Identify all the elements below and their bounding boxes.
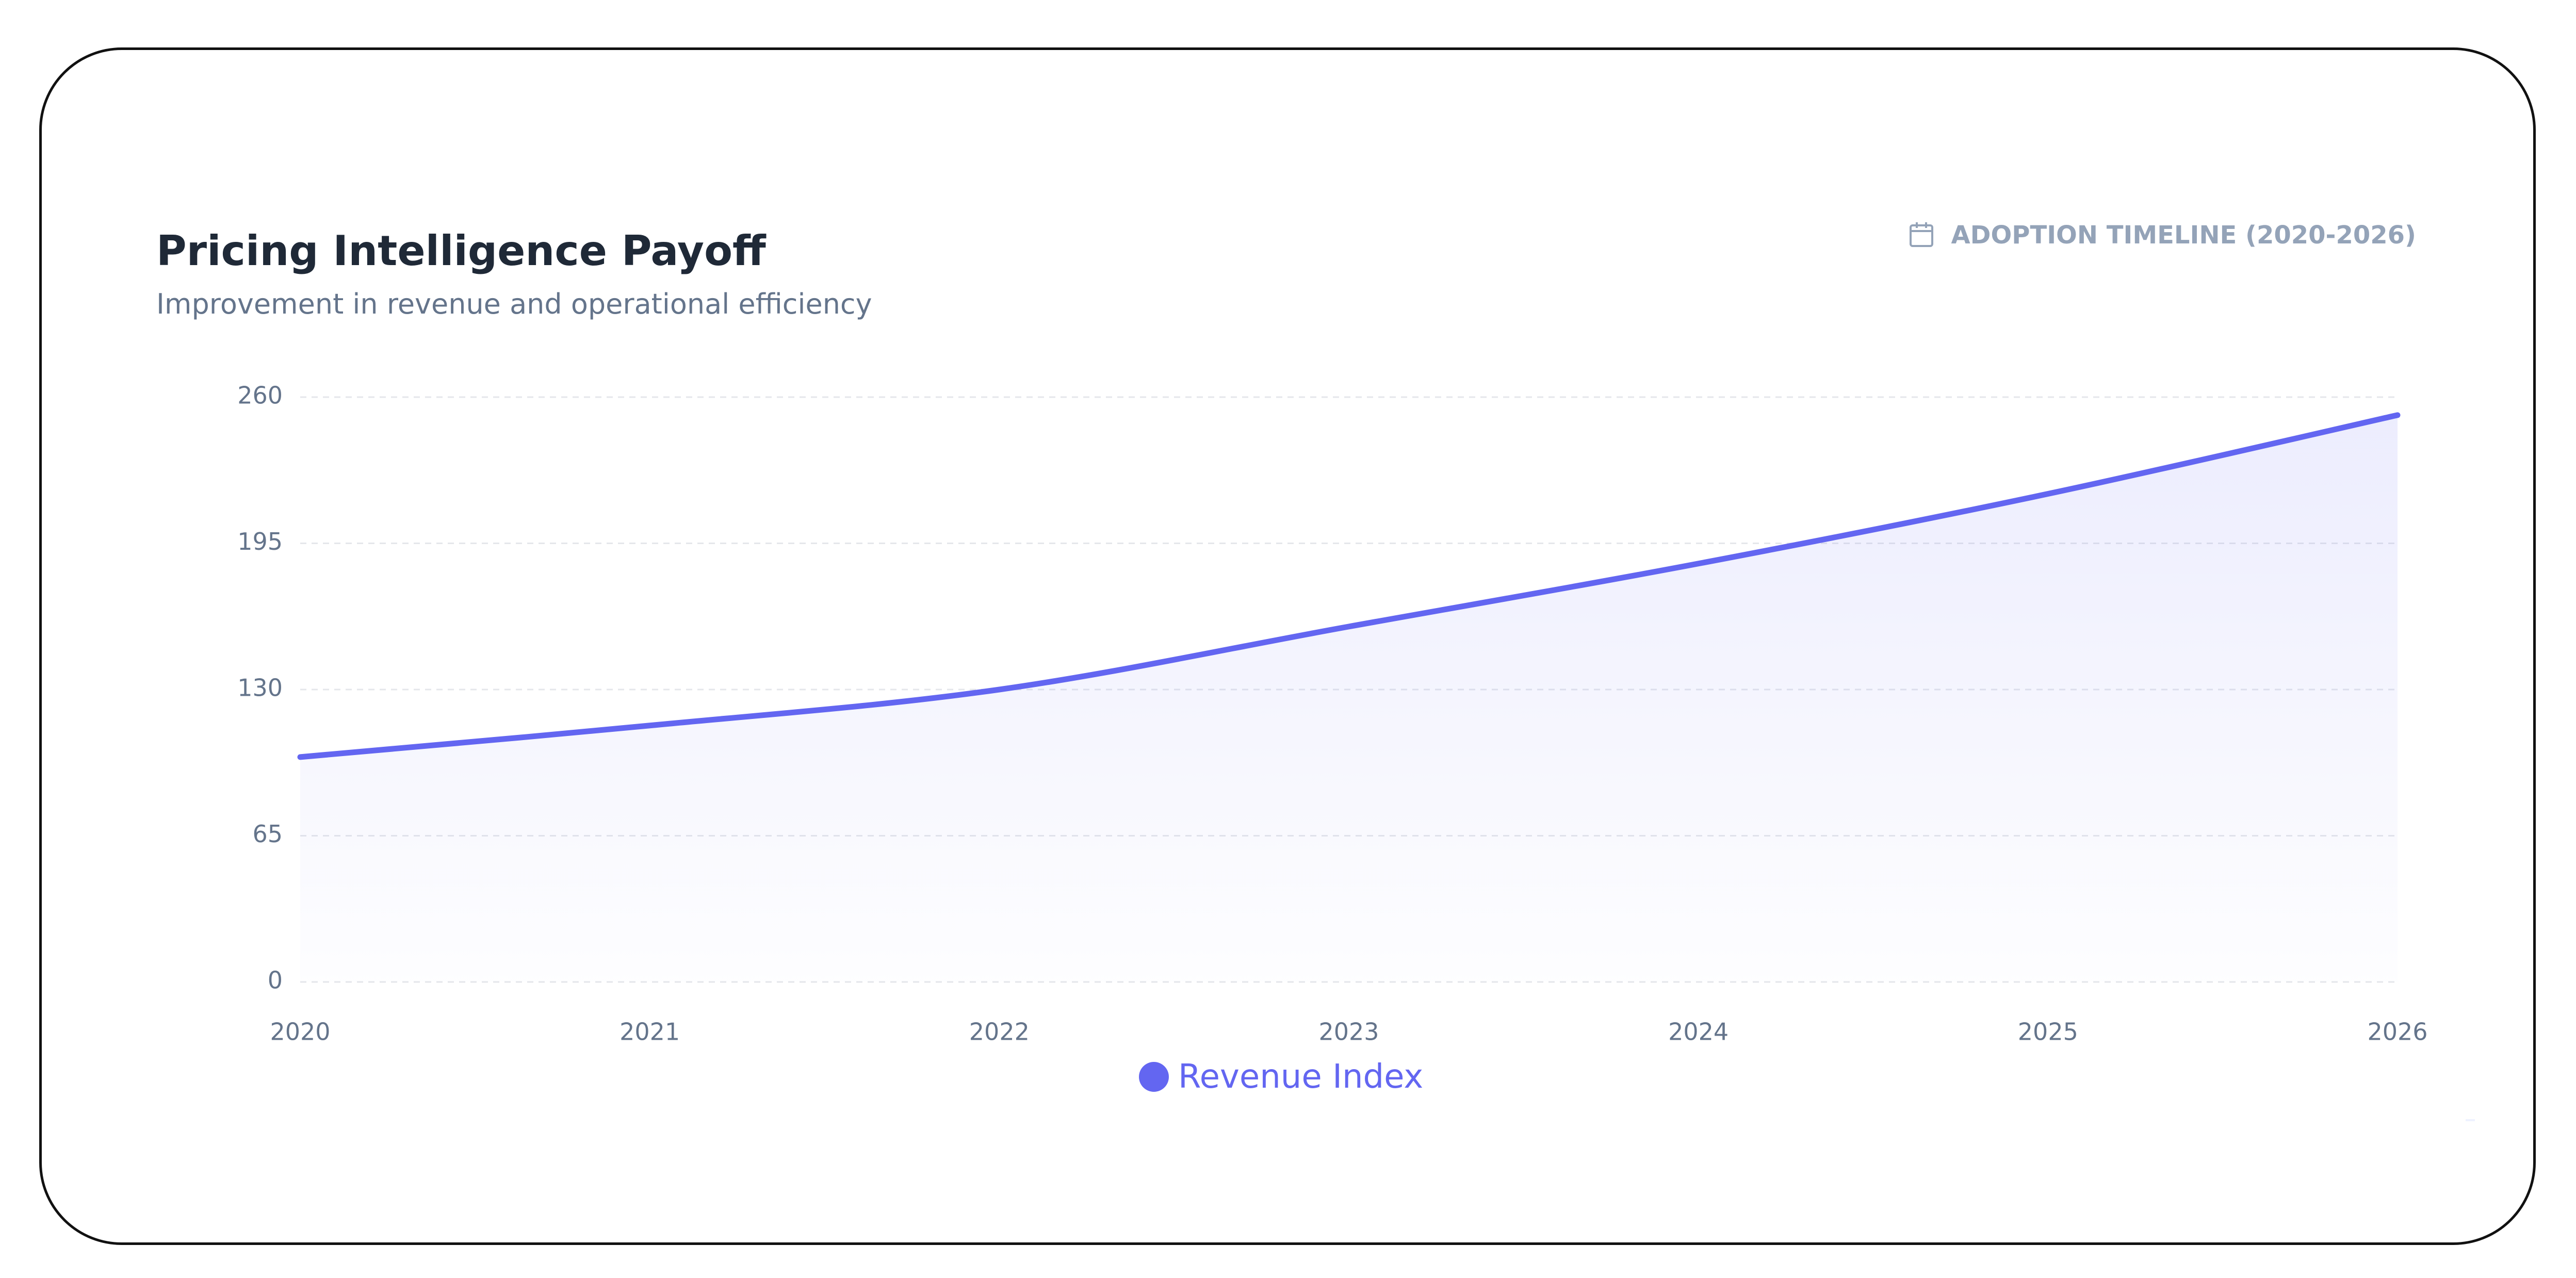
revenue-index-line [297,412,2401,760]
x-tick-label-2022: 2022 [969,1018,1030,1046]
chart-subtitle: Improvement in revenue and operational e… [156,288,872,320]
revenue-index-area [300,415,2398,982]
legend-label-revenue-index: Revenue Index [1178,1058,1424,1096]
chart-title: Pricing Intelligence Payoff [156,227,766,275]
x-tick-label-2026: 2026 [2367,1018,2427,1046]
decorative-mark [2466,1119,2475,1121]
x-tick-label-2024: 2024 [1668,1018,1729,1046]
x-tick-label-2023: 2023 [1318,1018,1379,1046]
x-tick-label-2025: 2025 [2018,1018,2078,1046]
line-layer [297,412,2401,760]
y-tick-label-65: 65 [252,820,283,848]
adoption-timeline-label: ADOPTION TIMELINE (2020-2026) [1909,221,2416,250]
y-tick-label-260: 260 [237,382,283,409]
timeline-text: ADOPTION TIMELINE (2020-2026) [1951,221,2416,250]
chart-legend: Revenue Index [1139,1056,1423,1097]
area-layer [300,415,2398,982]
axis-layer: 0 65 130 195 260 2020 2021 2022 2023 2024 2025 2026 [237,382,2427,1046]
calendar-icon [1909,221,1934,249]
legend-swatch-revenue-index [1139,1062,1169,1092]
x-tick-label-2021: 2021 [619,1018,680,1046]
x-tick-label-2020: 2020 [270,1018,330,1046]
y-tick-label-0: 0 [268,966,283,994]
y-tick-label-195: 195 [237,528,283,555]
y-tick-label-130: 130 [237,674,283,702]
